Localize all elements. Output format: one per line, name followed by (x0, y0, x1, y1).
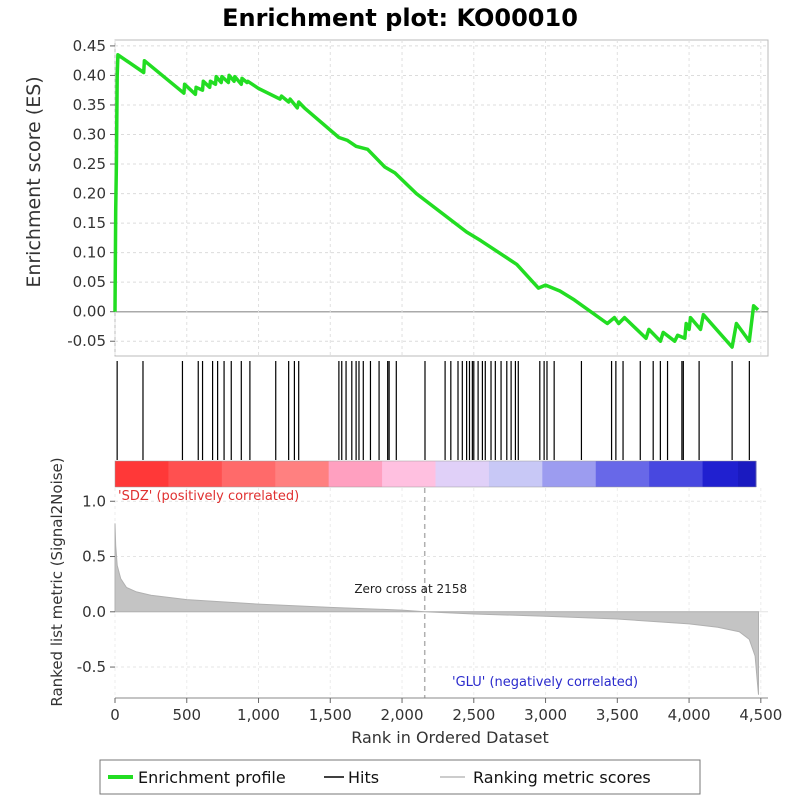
es-yticks: 0.45 0.40 0.35 0.30 0.25 0.20 0.15 0.10 0.05 0.00… (67, 37, 115, 350)
x-tick-label: 2,500 (452, 706, 495, 724)
rank-bar-segment (488, 461, 543, 487)
es-ytick-label: 0.25 (73, 155, 106, 173)
rank-bar-segment (168, 461, 223, 487)
es-ytick-label: 0.05 (73, 273, 106, 291)
x-ticks: 0 500 1,000 1,500 2,000 2,500 3,000 3,500 4,000 4… (110, 697, 782, 724)
es-ytick-label: 0.00 (73, 303, 106, 321)
rank-bar-segment (115, 461, 169, 487)
x-tick-label: 4,500 (739, 706, 782, 724)
ranking-color-bar (114, 460, 757, 488)
rank-bar-segment (595, 461, 650, 487)
zero-cross-label: Zero cross at 2158 (354, 582, 467, 596)
es-ytick-label: 0.30 (73, 126, 106, 144)
x-axis-label: Rank in Ordered Dataset (351, 728, 549, 747)
x-tick-label: 2,000 (381, 706, 424, 724)
x-tick-label: 4,000 (668, 706, 711, 724)
metric-yticks: 1.0 0.5 0.0 -0.5 (77, 492, 115, 676)
positive-label: 'SDZ' (positively correlated) (118, 489, 299, 504)
hits-lines (116, 361, 750, 460)
negative-label: 'GLU' (negatively correlated) (452, 675, 638, 690)
es-ytick-label: 0.35 (73, 96, 106, 114)
es-ytick-label: 0.15 (73, 214, 106, 232)
x-tick-label: 0 (110, 706, 120, 724)
metric-grid (114, 488, 768, 698)
es-ytick-label: 0.20 (73, 185, 106, 203)
es-ytick-label: -0.05 (67, 332, 106, 350)
chart-title: Enrichment plot: KO00010 (222, 4, 578, 32)
es-ytick-label: 0.10 (73, 244, 106, 262)
legend: Enrichment profile Hits Ranking metric s… (99, 759, 701, 795)
metric-ytick-label: 0.5 (82, 548, 106, 566)
es-ytick-label: 0.40 (73, 66, 106, 84)
legend-ranking-metric-scores: Ranking metric scores (473, 768, 651, 787)
rank-bar-end-segment (738, 461, 756, 487)
hits-panel (115, 357, 768, 460)
metric-panel: Zero cross at 2158 'SDZ' (positively cor… (48, 457, 768, 707)
rank-bar-segment (382, 461, 436, 487)
x-tick-label: 1,500 (309, 706, 352, 724)
es-grid (114, 40, 768, 356)
rank-bar-segment (435, 461, 490, 487)
es-ytick-label: 0.45 (73, 37, 106, 55)
metric-ylabel: Ranked list metric (Signal2Noise) (48, 457, 66, 706)
ranking-metric-area (114, 523, 759, 695)
x-tick-label: 3,500 (596, 706, 639, 724)
rank-bar-segment (328, 461, 383, 487)
rank-bar-segment (542, 461, 597, 487)
enrichment-profile-line (113, 53, 760, 349)
metric-ytick-label: -0.5 (77, 658, 106, 676)
legend-enrichment-profile: Enrichment profile (138, 768, 286, 787)
metric-ytick-label: 0.0 (82, 603, 106, 621)
metric-ytick-label: 1.0 (82, 492, 106, 510)
es-ylabel: Enrichment score (ES) (23, 76, 45, 287)
x-axis: 0 500 1,000 1,500 2,000 2,500 3,000 3,500 4,000 4… (110, 697, 782, 747)
es-panel: 0.45 0.40 0.35 0.30 0.25 0.20 0.15 0.10 0.05 0.00… (23, 37, 769, 357)
rank-bar-segment (275, 461, 330, 487)
x-tick-label: 1,000 (237, 706, 280, 724)
rank-bar-segment (221, 461, 276, 487)
x-tick-label: 500 (172, 706, 201, 724)
rank-bar-segment (649, 461, 704, 487)
x-tick-label: 3,000 (524, 706, 567, 724)
rank-bar-frame (114, 460, 757, 488)
legend-hits: Hits (348, 768, 379, 787)
